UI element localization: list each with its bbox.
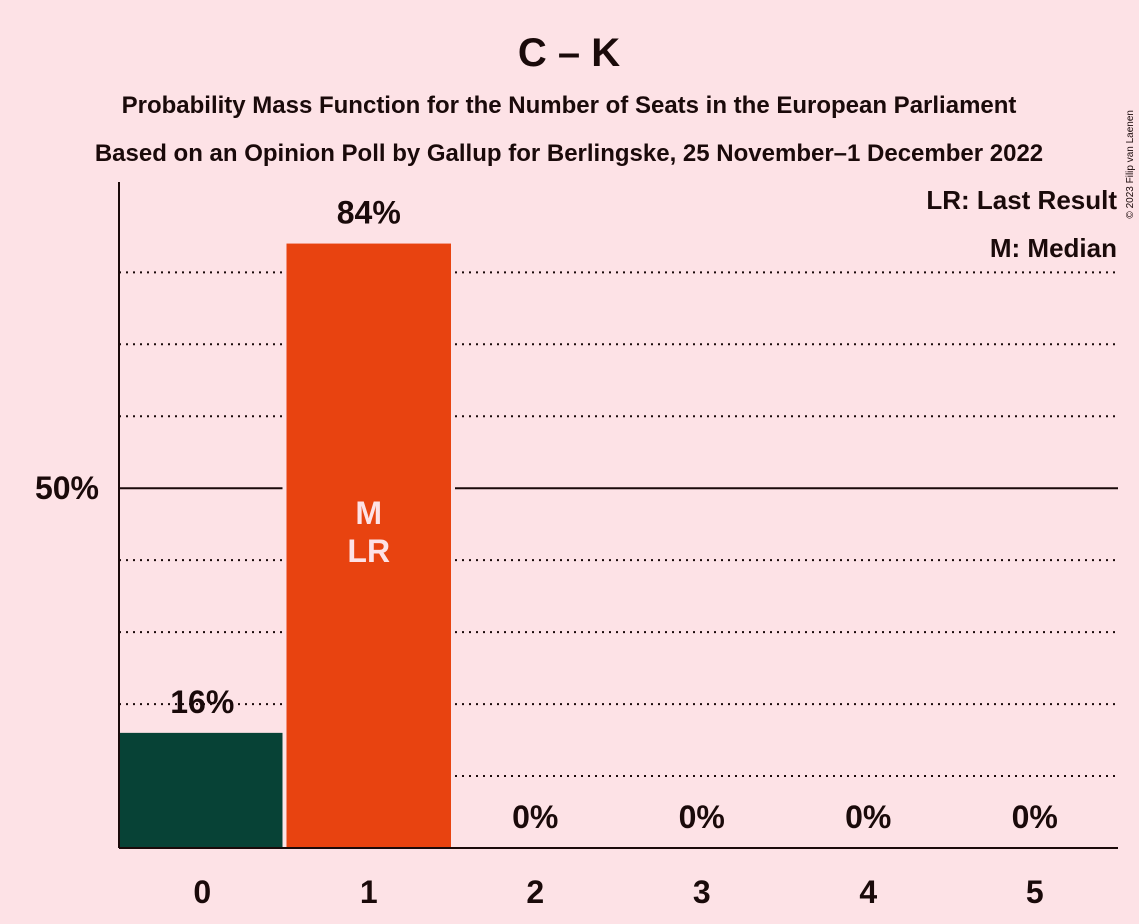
y-tick-label: 50% bbox=[35, 470, 99, 506]
legend-item-median: M: Median bbox=[990, 233, 1117, 263]
copyright-text: © 2023 Filip van Laenen bbox=[1125, 110, 1136, 219]
data-label-4: 0% bbox=[845, 799, 891, 835]
data-label-1: 84% bbox=[337, 195, 401, 231]
data-label-5: 0% bbox=[1012, 799, 1058, 835]
legend-item-last-result: LR: Last Result bbox=[926, 185, 1117, 215]
legend: LR: Last Result M: Median bbox=[926, 185, 1117, 263]
bar-1 bbox=[286, 243, 451, 849]
chart-title: C – K bbox=[518, 31, 620, 75]
x-tick-label-4: 4 bbox=[859, 874, 877, 910]
axes: 50% 0 1 2 3 4 5 bbox=[35, 182, 1118, 910]
bar-0 bbox=[120, 732, 285, 848]
x-tick-label-0: 0 bbox=[193, 874, 211, 910]
gridlines bbox=[119, 271, 1118, 778]
chart-subtitle-1: Probability Mass Function for the Number… bbox=[122, 92, 1017, 119]
x-tick-label-2: 2 bbox=[526, 874, 544, 910]
chart-subtitle-2: Based on an Opinion Poll by Gallup for B… bbox=[95, 140, 1043, 167]
bar-annotation-m: M bbox=[355, 495, 382, 531]
data-labels: 16% 84% MLR 0% 0% 0% 0% bbox=[170, 195, 1058, 835]
data-label-3: 0% bbox=[679, 799, 725, 835]
data-label-0: 16% bbox=[170, 684, 234, 720]
x-tick-label-5: 5 bbox=[1026, 874, 1044, 910]
bar-annotation-lr: LR bbox=[347, 533, 390, 569]
x-tick-label-3: 3 bbox=[693, 874, 711, 910]
x-tick-label-1: 1 bbox=[360, 874, 378, 910]
data-label-2: 0% bbox=[512, 799, 558, 835]
bars bbox=[116, 239, 455, 849]
